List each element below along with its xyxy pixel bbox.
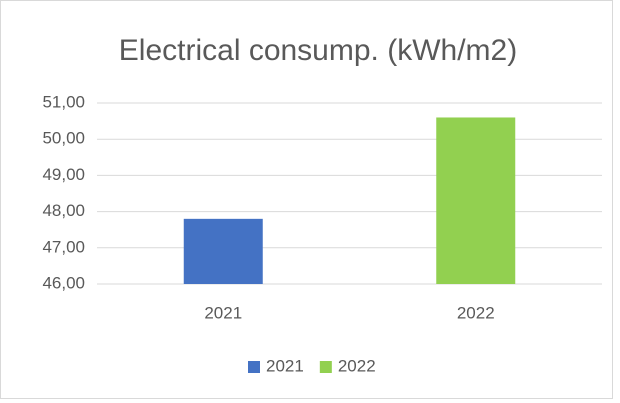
bar <box>436 117 516 284</box>
legend-swatch <box>319 361 332 373</box>
legend-swatch <box>248 361 260 373</box>
y-tick-label: 51,00 <box>42 92 85 111</box>
legend-label: 2022 <box>338 356 376 375</box>
y-tick-label: 49,00 <box>42 165 85 184</box>
x-tick-label: 2022 <box>457 303 495 322</box>
y-tick-label: 47,00 <box>42 237 85 256</box>
bar <box>183 218 263 284</box>
legend-label: 2021 <box>266 356 304 375</box>
y-tick-label: 50,00 <box>42 129 85 148</box>
x-tick-label: 2021 <box>204 303 242 322</box>
y-tick-label: 48,00 <box>42 201 85 220</box>
y-tick-label: 46,00 <box>42 273 85 292</box>
chart-title: Electrical consump. (kWh/m2) <box>119 34 517 67</box>
